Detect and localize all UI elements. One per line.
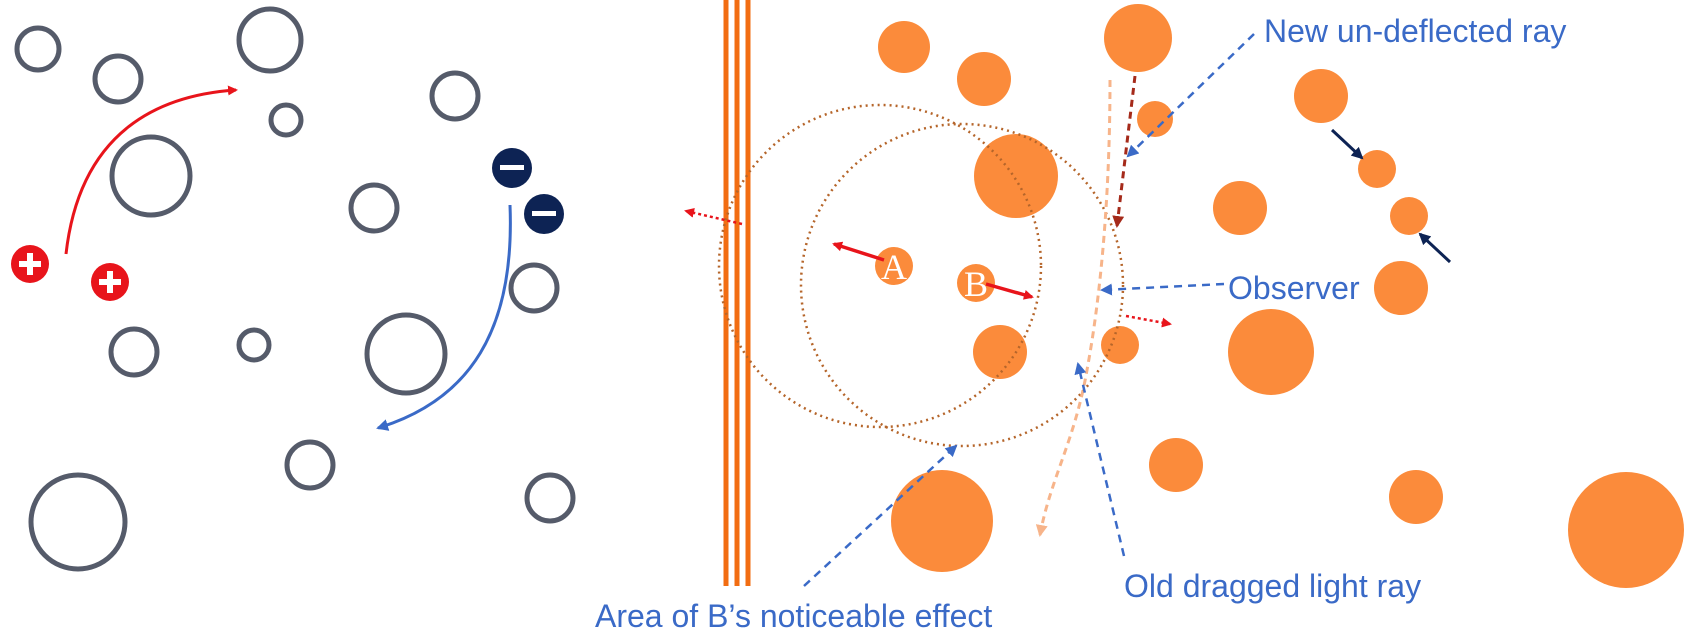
orange-particle — [1101, 326, 1139, 364]
blue-curved-arrow — [376, 204, 512, 431]
ring — [364, 312, 448, 396]
ring — [284, 439, 336, 491]
svg-text:A: A — [881, 247, 907, 287]
orange-particle — [1137, 101, 1173, 137]
ring — [108, 326, 160, 378]
orange-particle — [891, 470, 993, 572]
ring — [236, 6, 304, 74]
ring — [508, 262, 560, 314]
pointer-old-ray — [1074, 362, 1126, 557]
pointer-observer — [1100, 282, 1225, 296]
minus-circle-icon — [492, 148, 532, 188]
influence-circle-a — [717, 103, 1043, 429]
red-curved-arrow — [64, 85, 238, 255]
orange-particle — [1568, 472, 1684, 588]
navy-arrow-top — [1330, 128, 1364, 160]
ring — [109, 134, 193, 218]
dotted-arrow-left — [684, 207, 743, 226]
ring — [268, 102, 304, 138]
ring — [236, 327, 272, 363]
orange-particle — [1149, 438, 1203, 492]
orange-particle — [974, 134, 1058, 218]
navy-arrow-bottom — [1418, 232, 1452, 264]
orange-particle — [1389, 470, 1443, 524]
orange-particle — [1358, 150, 1396, 188]
ring — [348, 182, 400, 234]
plus-circle-icon — [11, 245, 49, 283]
ring — [429, 70, 481, 122]
left-panel — [14, 6, 576, 572]
ring — [28, 472, 128, 572]
ring — [92, 53, 144, 105]
ring — [524, 472, 576, 524]
node-a: A — [875, 247, 913, 287]
orange-particle — [1213, 181, 1267, 235]
arrow-b-velocity — [985, 282, 1034, 300]
orange-particle — [1104, 4, 1172, 72]
label-observer: Observer — [1228, 270, 1360, 306]
influence-circle-b — [799, 122, 1125, 448]
orange-particle — [973, 325, 1027, 379]
orange-particle — [878, 21, 930, 73]
label-old-ray: Old dragged light ray — [1124, 568, 1421, 604]
pointer-area-effect — [803, 444, 958, 587]
old-ray-line — [1035, 79, 1112, 537]
pointer-new-ray — [1126, 33, 1255, 158]
node-b: B — [957, 264, 995, 304]
minus-circle-icon — [524, 194, 564, 234]
new-ray-line — [1112, 75, 1137, 228]
barrier-stripes — [723, 0, 751, 586]
label-area-effect: Area of B’s noticeable effect — [595, 598, 992, 634]
orange-particle — [1374, 261, 1428, 315]
dotted-arrow-right — [1125, 314, 1172, 328]
label-new-ray: New un-deflected ray — [1264, 13, 1566, 49]
svg-text:B: B — [964, 264, 988, 304]
ring — [14, 25, 62, 73]
orange-particle — [1228, 309, 1314, 395]
right-panel — [878, 4, 1684, 588]
orange-particle — [957, 52, 1011, 106]
orange-particle — [1294, 69, 1348, 123]
plus-circle-icon — [91, 263, 129, 301]
arrow-a-velocity — [832, 241, 885, 262]
orange-particle — [1390, 197, 1428, 235]
